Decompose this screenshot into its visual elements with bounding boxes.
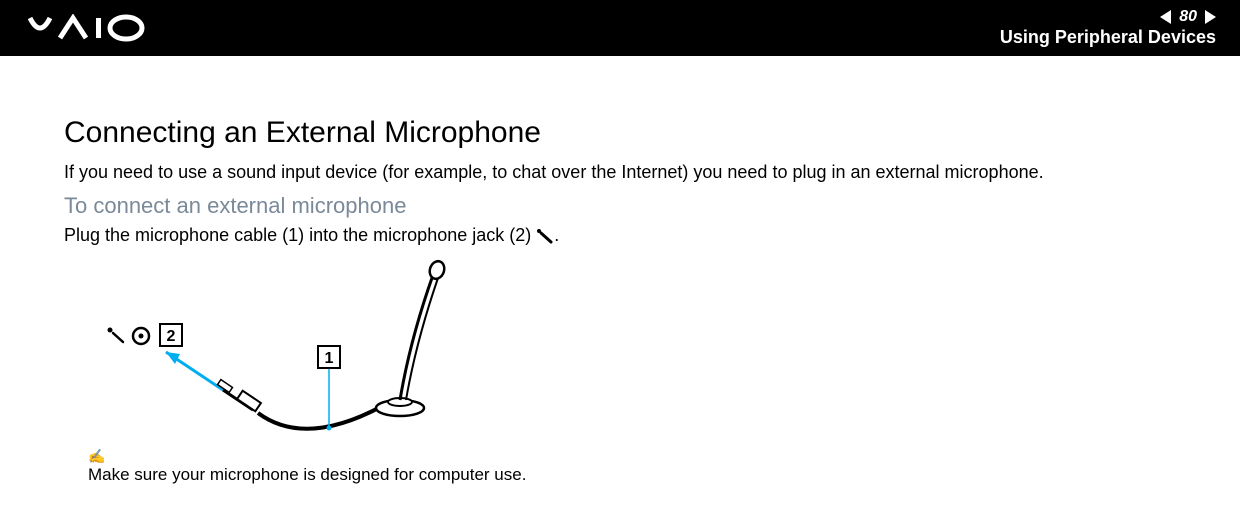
note-icon: ✍ bbox=[88, 449, 1176, 463]
note-text: Make sure your microphone is designed fo… bbox=[88, 465, 526, 484]
step-text: Plug the microphone cable (1) into the m… bbox=[64, 225, 1176, 246]
connection-diagram: 2 1 bbox=[88, 250, 1176, 445]
sub-heading: To connect an external microphone bbox=[64, 193, 1176, 219]
vaio-logo bbox=[28, 14, 158, 42]
microphone-jack-icon bbox=[536, 228, 554, 244]
note: ✍ Make sure your microphone is designed … bbox=[88, 449, 1176, 485]
page-header: 80 Using Peripheral Devices bbox=[0, 0, 1240, 56]
intro-paragraph: If you need to use a sound input device … bbox=[64, 162, 1176, 183]
page-title: Connecting an External Microphone bbox=[64, 116, 1176, 150]
nav-next-icon[interactable] bbox=[1205, 10, 1216, 24]
page-content: Connecting an External Microphone If you… bbox=[0, 56, 1240, 485]
plug-icon bbox=[218, 380, 261, 412]
header-right: 80 Using Peripheral Devices bbox=[1000, 8, 1216, 48]
page-nav: 80 bbox=[1000, 8, 1216, 26]
section-title: Using Peripheral Devices bbox=[1000, 27, 1216, 48]
callout-1-label: 1 bbox=[325, 350, 334, 367]
step-text-after: . bbox=[554, 225, 559, 245]
nav-prev-icon[interactable] bbox=[1160, 10, 1171, 24]
callout-2-label: 2 bbox=[167, 328, 176, 345]
page-number: 80 bbox=[1179, 8, 1197, 26]
step-text-before: Plug the microphone cable (1) into the m… bbox=[64, 225, 536, 245]
